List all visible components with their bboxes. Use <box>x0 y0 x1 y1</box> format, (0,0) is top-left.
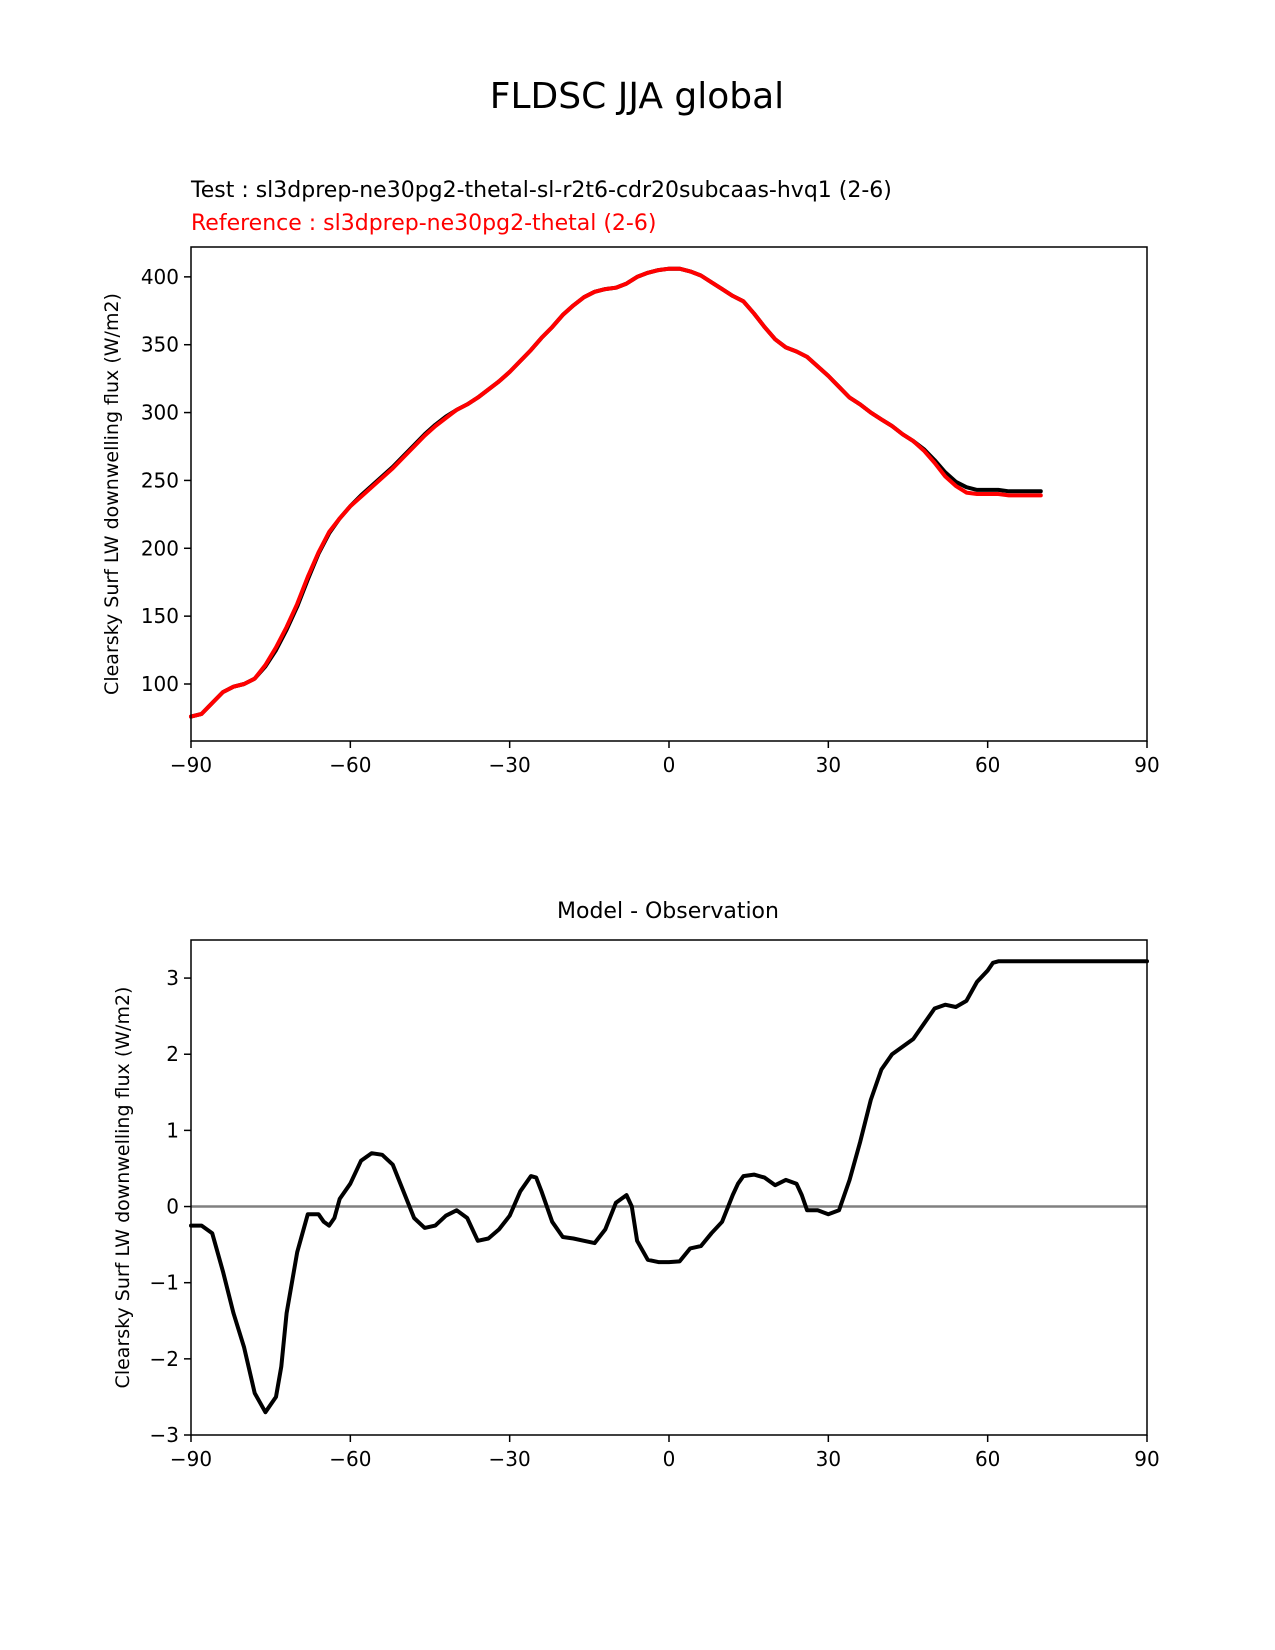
y-tick-label: −3 <box>150 1423 179 1447</box>
series-line-test <box>189 266 1043 719</box>
reference-legend-label: Reference : sl3dprep-ne30pg2-thetal (2-6… <box>191 211 656 236</box>
x-tick-label: 60 <box>975 753 1000 777</box>
y-tick-label: 350 <box>141 333 179 357</box>
x-tick-label: 90 <box>1134 753 1159 777</box>
x-tick-label: −30 <box>489 753 531 777</box>
x-tick-label: 30 <box>816 753 841 777</box>
y-tick-label: −2 <box>150 1347 179 1371</box>
x-tick-label: −90 <box>170 753 212 777</box>
top-line-chart: −90 −60 −30 0 30 60 90 100 150 200 250 300 350 400 Cle… <box>101 246 1160 777</box>
y-axis-label: Clearsky Surf LW downwelling flux (W/m2) <box>112 987 134 1389</box>
x-tick-label: −60 <box>329 1447 371 1471</box>
y-tick-label: 2 <box>166 1042 179 1066</box>
y-tick-label: 400 <box>141 265 179 289</box>
y-tick-label: 200 <box>141 536 179 560</box>
series-line-reference <box>189 266 1043 719</box>
x-tick-label: −90 <box>170 1447 212 1471</box>
y-tick-label: 0 <box>166 1195 179 1219</box>
x-tick-label: −30 <box>489 1447 531 1471</box>
y-tick-label: 3 <box>166 966 179 990</box>
y-axis-label: Clearsky Surf LW downwelling flux (W/m2) <box>101 293 123 695</box>
x-tick-label: 30 <box>816 1447 841 1471</box>
x-tick-label: 90 <box>1134 1447 1159 1471</box>
x-tick-label: 0 <box>663 1447 676 1471</box>
series-line-test <box>189 959 1149 1415</box>
y-tick-label: 150 <box>141 604 179 628</box>
y-tick-label: 100 <box>141 672 179 696</box>
x-tick-label: −60 <box>329 753 371 777</box>
x-tick-label: 60 <box>975 1447 1000 1471</box>
bottom-chart-title: Model - Observation <box>557 899 779 924</box>
test-legend-label: Test : sl3dprep-ne30pg2-thetal-sl-r2t6-c… <box>190 178 892 203</box>
difference-line-chart: −90 −60 −30 0 30 60 90 −3 −2 −1 0 1 2 3 Clearsky Surf … <box>112 939 1160 1471</box>
plot-frame <box>190 939 1148 1436</box>
figure-title: FLDSC JJA global <box>490 76 784 117</box>
y-tick-label: −1 <box>150 1271 179 1295</box>
y-tick-label: 250 <box>141 468 179 492</box>
x-tick-label: 0 <box>663 753 676 777</box>
y-tick-label: 1 <box>166 1118 179 1142</box>
y-tick-label: 300 <box>141 401 179 425</box>
